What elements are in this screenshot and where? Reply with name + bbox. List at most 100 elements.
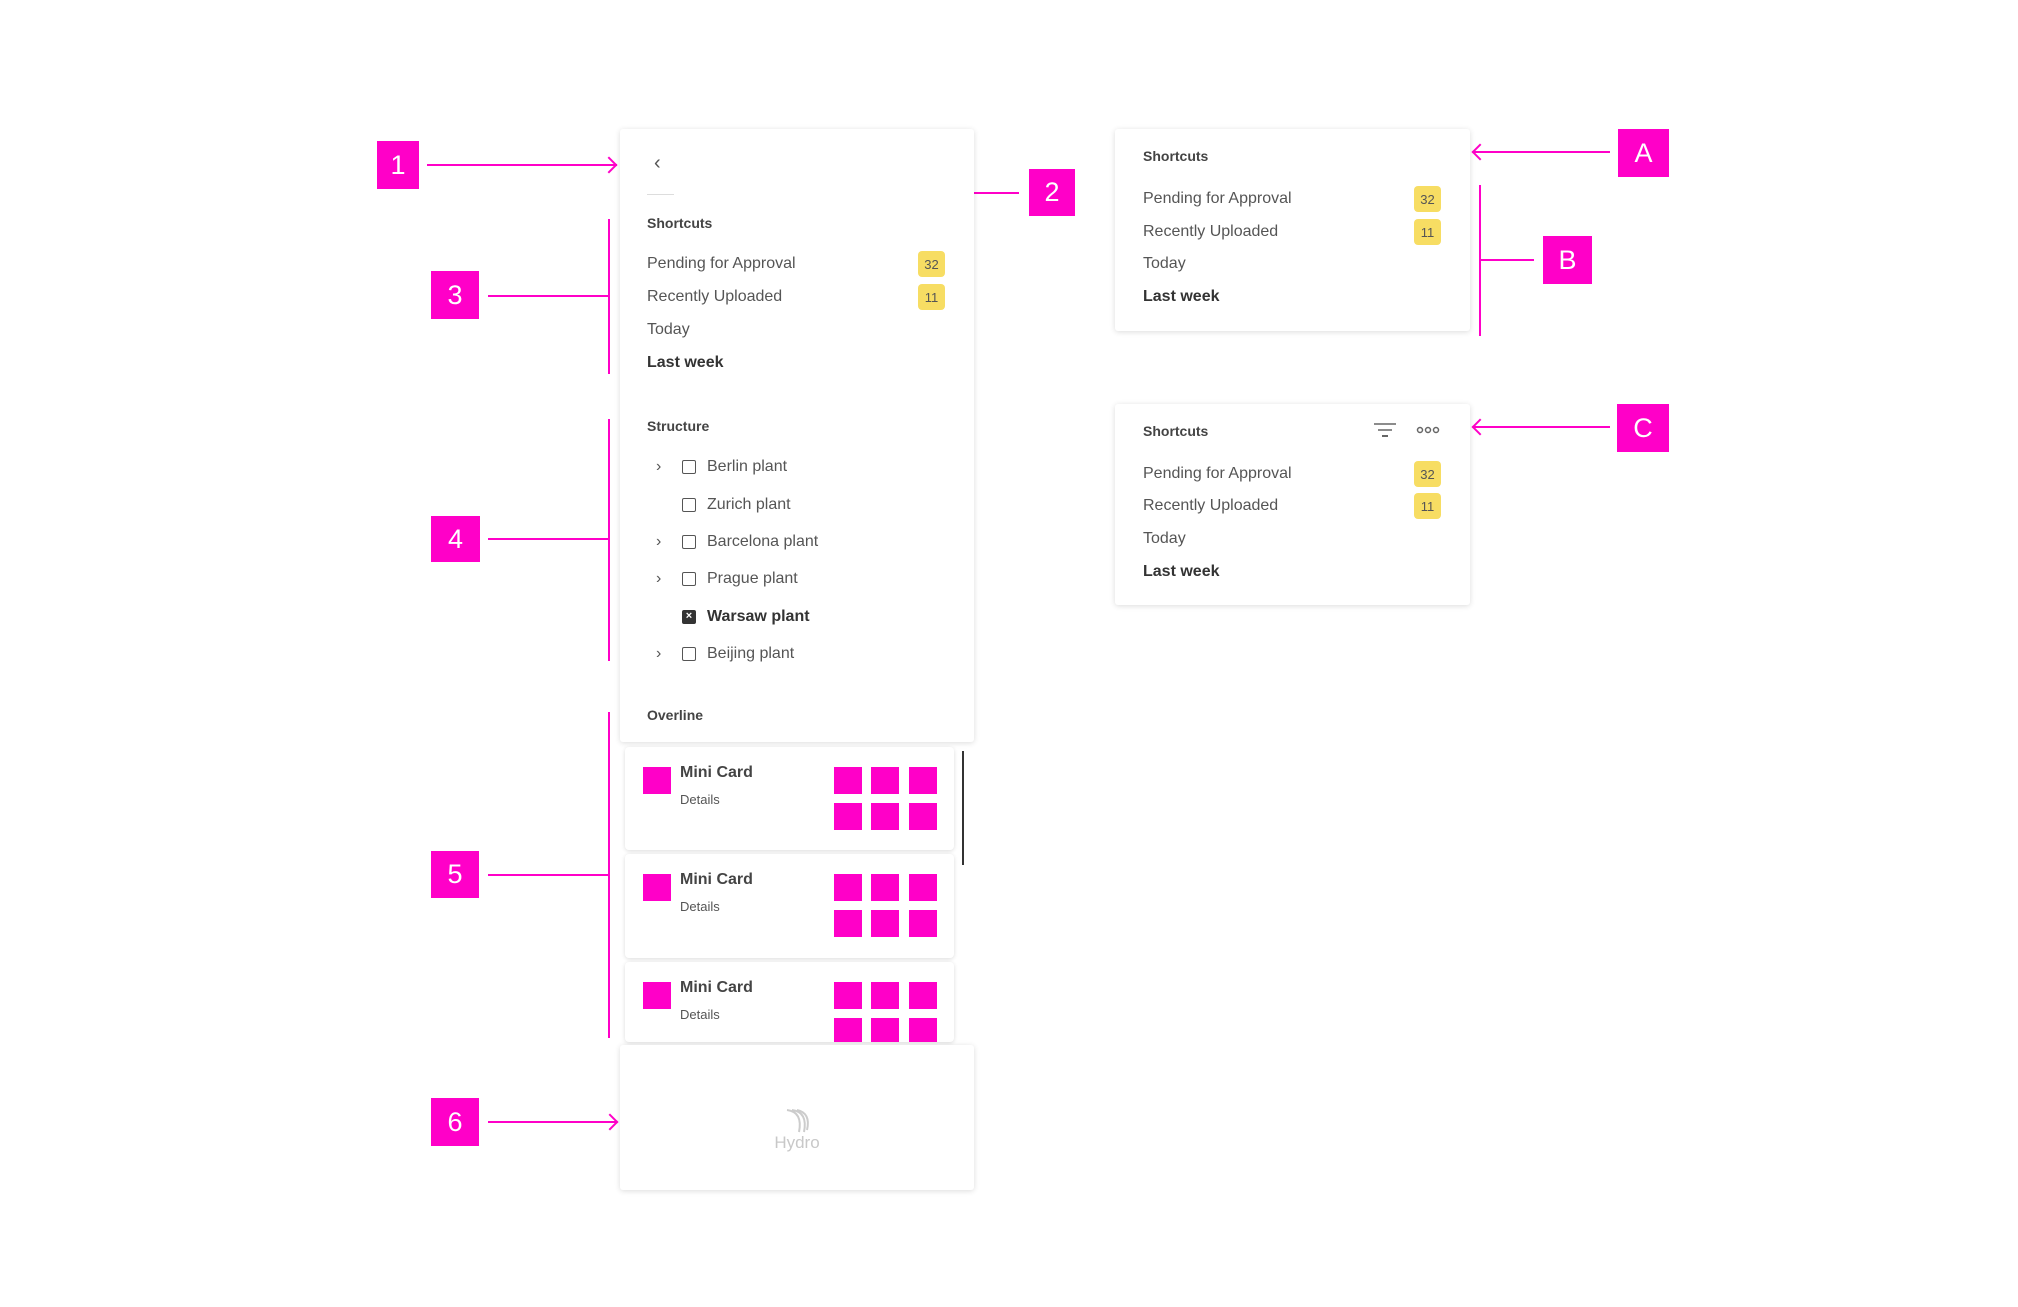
shortcut-recent[interactable]: Recently Uploaded	[647, 288, 783, 305]
checkbox[interactable]	[682, 460, 696, 474]
shortcuts-panel-a	[1115, 129, 1470, 331]
checkbox[interactable]	[682, 498, 696, 512]
more-icon[interactable]	[1416, 425, 1440, 435]
count-badge: 11	[1414, 219, 1441, 245]
card-action-icon[interactable]	[909, 803, 937, 830]
card-action-icon[interactable]	[871, 874, 899, 901]
tree-item-barcelona[interactable]: Barcelona plant	[707, 533, 819, 550]
scrollbar[interactable]	[962, 751, 964, 865]
checkbox[interactable]	[682, 647, 696, 661]
back-chevron-left-icon[interactable]: ‹	[654, 152, 661, 174]
shortcut-last-week[interactable]: Last week	[1143, 563, 1220, 580]
callout-line	[488, 538, 609, 540]
card-action-icon[interactable]	[909, 910, 937, 937]
structure-heading: Structure	[647, 418, 710, 434]
arrow-head-icon	[1471, 418, 1489, 436]
card-action-icon[interactable]	[834, 982, 862, 1009]
checkbox[interactable]	[682, 572, 696, 586]
bracket-line	[608, 219, 610, 374]
card-action-icon[interactable]	[909, 1018, 937, 1042]
shortcuts-heading: Shortcuts	[647, 215, 713, 231]
mini-card[interactable]: Mini Card Details	[625, 854, 954, 958]
arrow-head-icon	[600, 156, 618, 174]
callout-line	[488, 295, 609, 297]
count-badge: 32	[1414, 186, 1441, 212]
card-action-icon[interactable]	[871, 910, 899, 937]
callout-line	[427, 164, 617, 166]
shortcut-pending[interactable]: Pending for Approval	[1143, 190, 1292, 207]
card-action-icon[interactable]	[871, 767, 899, 794]
card-details: Details	[680, 1007, 720, 1022]
bracket-line	[608, 712, 610, 1038]
tree-item-zurich[interactable]: Zurich plant	[707, 496, 791, 513]
chevron-right-icon[interactable]: ›	[656, 645, 662, 662]
callout-6: 6	[431, 1098, 479, 1146]
tree-item-warsaw[interactable]: Warsaw plant	[707, 608, 810, 625]
chevron-right-icon[interactable]: ›	[656, 458, 662, 475]
card-image	[643, 982, 671, 1009]
chevron-right-icon[interactable]: ›	[656, 533, 662, 550]
card-action-icon[interactable]	[834, 910, 862, 937]
callout-2: 2	[1029, 169, 1075, 216]
callout-line	[488, 874, 609, 876]
callout-4: 4	[431, 516, 480, 562]
shortcut-last-week[interactable]: Last week	[647, 354, 724, 371]
shortcuts-heading: Shortcuts	[1143, 423, 1209, 439]
shortcut-recent[interactable]: Recently Uploaded	[1143, 497, 1279, 514]
sidebar-panel	[620, 129, 974, 742]
card-action-icon[interactable]	[834, 1018, 862, 1042]
tree-item-prague[interactable]: Prague plant	[707, 570, 798, 587]
tree-item-berlin[interactable]: Berlin plant	[707, 458, 788, 475]
card-details: Details	[680, 899, 720, 914]
card-action-icon[interactable]	[871, 982, 899, 1009]
card-action-icon[interactable]	[871, 1018, 899, 1042]
card-action-icon[interactable]	[909, 767, 937, 794]
arrow-head-icon	[1471, 143, 1489, 161]
shortcut-today[interactable]: Today	[1143, 530, 1186, 547]
checkbox[interactable]	[682, 535, 696, 549]
callout-1: 1	[377, 141, 419, 189]
card-action-icon[interactable]	[871, 803, 899, 830]
chevron-right-icon[interactable]: ›	[656, 570, 662, 587]
card-title: Mini Card	[680, 871, 753, 888]
filter-icon[interactable]	[1374, 422, 1396, 440]
shortcut-pending[interactable]: Pending for Approval	[1143, 465, 1292, 482]
divider	[647, 194, 674, 195]
footer-panel: Hydro	[620, 1045, 974, 1190]
callout-5: 5	[431, 851, 479, 898]
shortcut-pending[interactable]: Pending for Approval	[647, 255, 796, 272]
callout-line	[1473, 426, 1610, 428]
bracket-line	[1479, 185, 1481, 336]
bracket-line	[608, 419, 610, 661]
count-badge: 11	[918, 284, 945, 310]
callout-3: 3	[431, 271, 479, 319]
callout-line	[1480, 259, 1534, 261]
arrow-head-icon	[601, 1113, 619, 1131]
checkbox-checked-icon[interactable]: ×	[682, 610, 696, 624]
card-action-icon[interactable]	[834, 874, 862, 901]
shortcut-today[interactable]: Today	[1143, 255, 1186, 272]
card-title: Mini Card	[680, 764, 753, 781]
callout-line	[1473, 151, 1610, 153]
callout-line	[488, 1121, 616, 1123]
shortcut-last-week[interactable]: Last week	[1143, 288, 1220, 305]
callout-a: A	[1618, 129, 1669, 177]
card-image	[643, 874, 671, 901]
shortcut-recent[interactable]: Recently Uploaded	[1143, 223, 1279, 240]
mini-card[interactable]: Mini Card Details	[625, 962, 954, 1042]
card-action-icon[interactable]	[834, 767, 862, 794]
shortcuts-heading: Shortcuts	[1143, 148, 1209, 164]
card-action-icon[interactable]	[909, 874, 937, 901]
shortcut-today[interactable]: Today	[647, 321, 690, 338]
count-badge: 11	[1414, 493, 1441, 519]
card-details: Details	[680, 792, 720, 807]
shortcuts-panel-c	[1115, 404, 1470, 605]
hydro-logo-text: Hydro	[774, 1133, 820, 1152]
count-badge: 32	[918, 251, 945, 277]
callout-b: B	[1543, 236, 1592, 284]
mini-card[interactable]: Mini Card Details	[625, 747, 954, 850]
tree-item-beijing[interactable]: Beijing plant	[707, 645, 795, 662]
card-action-icon[interactable]	[909, 982, 937, 1009]
card-title: Mini Card	[680, 979, 753, 996]
card-action-icon[interactable]	[834, 803, 862, 830]
